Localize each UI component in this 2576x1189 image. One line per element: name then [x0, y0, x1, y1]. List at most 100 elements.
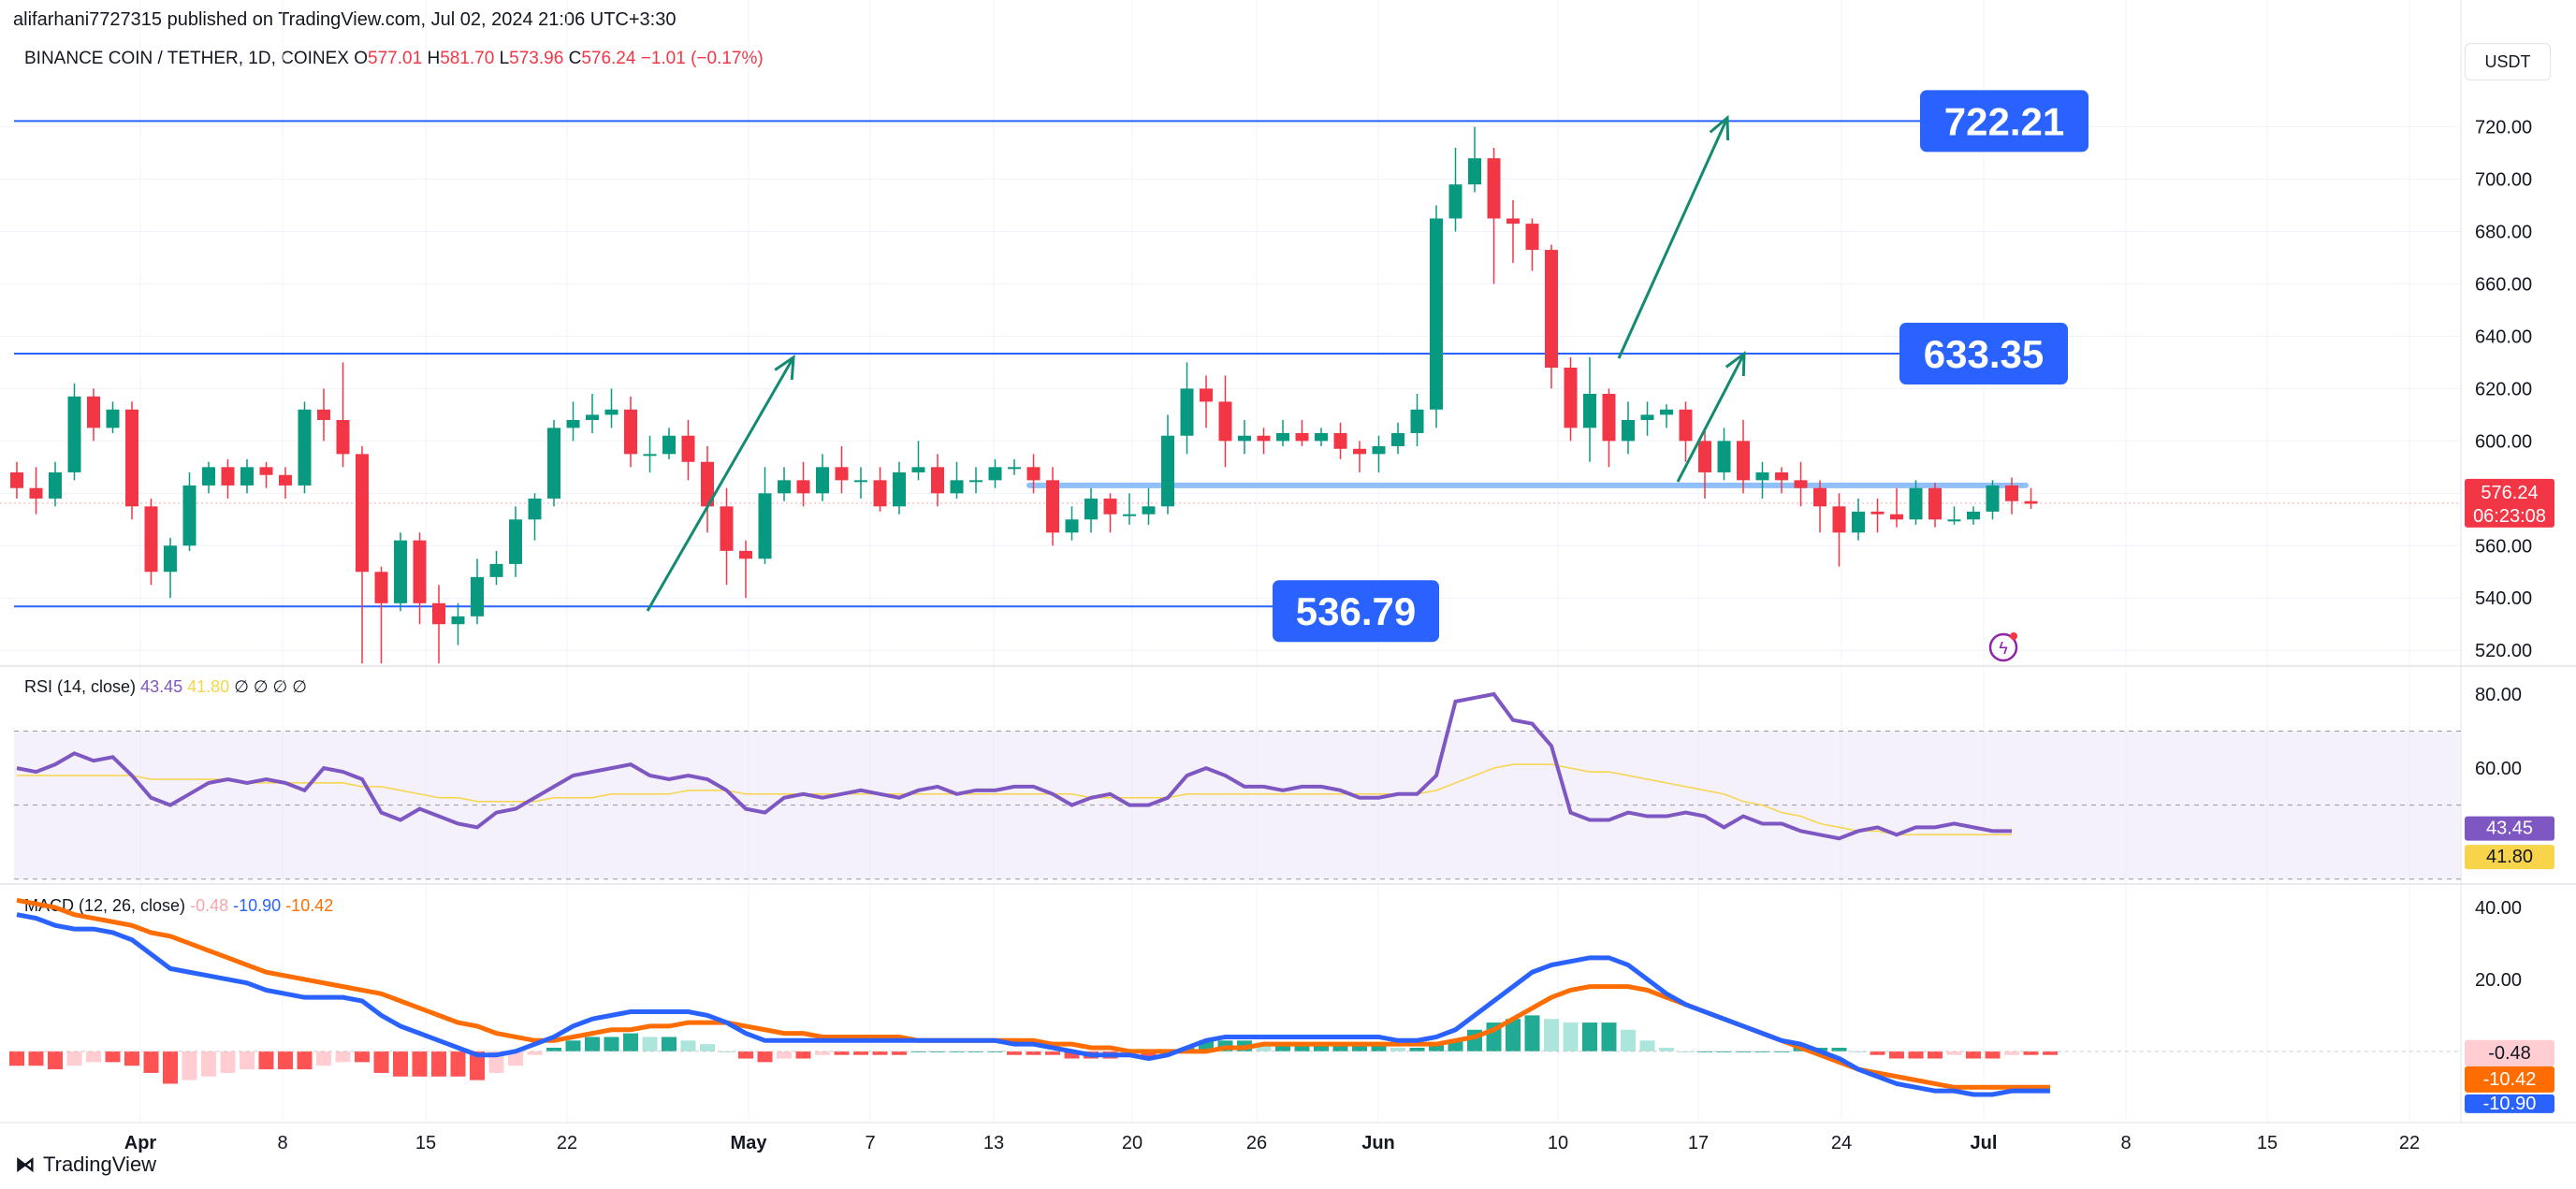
candle-body: [336, 419, 350, 455]
candle-body: [1026, 467, 1041, 481]
macd-histogram-bar: [1390, 1048, 1405, 1051]
macd-histogram-bar: [297, 1051, 313, 1070]
candle-body: [1448, 184, 1463, 219]
macd-histogram-bar: [393, 1051, 408, 1077]
macd-histogram-bar: [470, 1051, 485, 1080]
macd-histogram-bar: [1429, 1044, 1444, 1051]
macd-histogram-bar: [1639, 1040, 1655, 1051]
macd-histogram-bar: [565, 1040, 581, 1051]
candle-body: [1487, 158, 1501, 219]
candle-body: [1046, 480, 1059, 533]
macd-histogram-bar: [1409, 1048, 1425, 1051]
candle-body: [1947, 519, 1961, 522]
candle-body: [1737, 441, 1750, 481]
macd-pane: [9, 897, 2461, 1097]
candle-body: [1200, 388, 1213, 402]
candle-body: [1372, 445, 1386, 455]
rsi-ma-badge-bg: [2465, 845, 2554, 870]
rsi-tick-label: 60.00: [2475, 759, 2522, 779]
macd-histogram-bar: [1908, 1051, 1924, 1059]
macd-histogram-bar: [738, 1051, 753, 1059]
time-tick-label: 26: [1246, 1133, 1267, 1153]
candle-body: [528, 498, 542, 520]
open-value: 577.01: [368, 49, 423, 68]
candle-body: [1525, 224, 1539, 251]
candle-body: [1545, 250, 1558, 369]
time-tick-label: 24: [1831, 1133, 1852, 1153]
macd-histogram-bar: [1275, 1044, 1290, 1051]
macd-histogram-bar: [2004, 1051, 2019, 1055]
candle-body: [298, 409, 312, 486]
candle-body: [1794, 480, 1808, 488]
arrow-3-head: [1725, 350, 1746, 377]
candle-body: [950, 480, 964, 494]
candle-body: [489, 563, 503, 577]
candle-body: [1257, 435, 1271, 442]
rsi-line: [16, 691, 2012, 841]
candle-body: [1679, 409, 1693, 442]
macd-histogram-bar: [1007, 1051, 1022, 1055]
candle-body: [317, 409, 330, 420]
macd-hist-badge: -0.48: [2488, 1043, 2531, 1064]
macd-histogram-bar: [1966, 1051, 1981, 1059]
candle-body: [125, 409, 138, 507]
candle-body: [1775, 471, 1788, 481]
rsi-extra: ∅ ∅ ∅ ∅: [234, 677, 307, 696]
macd-histogram-bar: [853, 1051, 868, 1055]
macd-histogram-bar: [777, 1051, 792, 1059]
macd-legend-signal: -10.42: [285, 896, 334, 915]
candle-body: [854, 480, 867, 483]
candle-body: [432, 602, 445, 625]
candle-body: [509, 519, 522, 564]
price-axis: 720.00 700.00 680.00 660.00 640.00 620.00 600.…: [2475, 118, 2532, 991]
macd-histogram-bar: [105, 1051, 121, 1063]
rsi-value-badge-bg: [2465, 816, 2554, 841]
macd-histogram-bar: [1448, 1040, 1463, 1051]
tradingview-logo[interactable]: ⧑ TradingView: [15, 1153, 156, 1177]
macd-histogram-bar: [220, 1051, 236, 1073]
candle-body: [1410, 409, 1424, 433]
candle-body: [1755, 471, 1769, 481]
macd-histogram-bar: [680, 1040, 696, 1051]
macd-histogram-bar: [1563, 1022, 1579, 1051]
lightning-icon-glyph: ϟ: [1999, 639, 2008, 658]
price-tick-label: 640.00: [2475, 326, 2532, 347]
macd-histogram-bar: [412, 1051, 428, 1077]
macd-histogram-bar: [700, 1044, 715, 1051]
candle-body: [566, 419, 580, 428]
rsi-ma-line: [17, 763, 2012, 836]
candle-body: [758, 493, 772, 559]
time-tick-label: 8: [2120, 1133, 2131, 1153]
candle-body: [202, 467, 215, 486]
macd-histogram-bar: [1045, 1051, 1060, 1055]
time-tick-label: 17: [1688, 1133, 1709, 1153]
macd-histogram-bar: [1026, 1051, 1041, 1055]
candle-body: [988, 467, 1002, 481]
macd-histogram-bar: [450, 1051, 466, 1077]
level-label-low: 536.79: [1296, 589, 1416, 633]
macd-histogram-bar: [1946, 1051, 1962, 1055]
macd-histogram-bar: [585, 1037, 600, 1051]
candle-body: [1506, 218, 1520, 225]
macd-histogram-bar: [527, 1051, 543, 1055]
candle-body: [1276, 432, 1289, 442]
macd-histogram-bar: [335, 1051, 351, 1063]
time-tick-label: 10: [1548, 1133, 1568, 1153]
price-tick-label: 520.00: [2475, 641, 2532, 661]
macd-tick-label: 40.00: [2475, 898, 2522, 919]
rsi-legend-ma: 41.80: [187, 677, 230, 696]
macd-histogram-bar: [124, 1051, 139, 1066]
currency-button[interactable]: USDT: [2465, 43, 2551, 80]
candle-body: [2024, 500, 2038, 504]
macd-histogram-bar: [258, 1051, 274, 1070]
time-tick-label: Jul: [1971, 1133, 1998, 1153]
macd-histogram-bar: [373, 1051, 389, 1073]
macd-histogram-bar: [9, 1051, 24, 1066]
rsi-legend: RSI (14, close) 43.45 41.80 ∅ ∅ ∅ ∅: [24, 677, 307, 697]
arrow-2-head: [1709, 114, 1730, 141]
macd-histogram-bar: [48, 1051, 63, 1070]
price-tick-label: 540.00: [2475, 588, 2532, 609]
macd-histogram-bar: [1697, 1051, 1712, 1052]
candle-body: [1161, 435, 1174, 507]
